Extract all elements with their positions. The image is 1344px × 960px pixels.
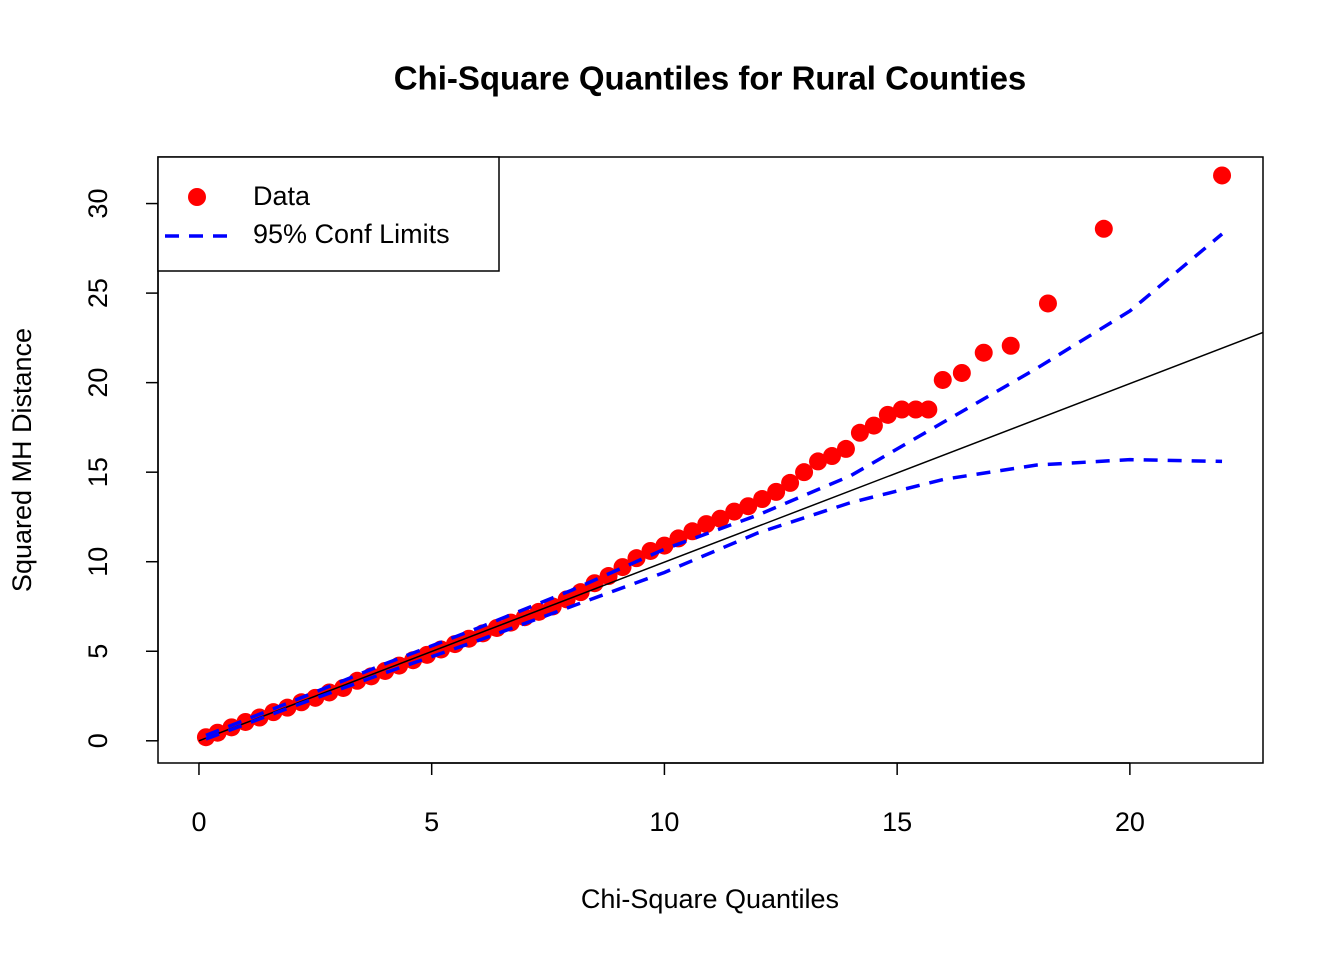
y-tick-label: 10 (83, 547, 113, 577)
x-axis-label: Chi-Square Quantiles (581, 884, 839, 914)
x-tick-label: 5 (424, 807, 439, 837)
data-point (974, 343, 993, 362)
y-tick-label: 30 (83, 189, 113, 219)
data-point (795, 463, 814, 482)
x-tick-label: 15 (882, 807, 912, 837)
data-point (711, 509, 730, 528)
data-point (739, 497, 758, 516)
x-tick-label: 0 (191, 807, 206, 837)
data-point (864, 416, 883, 435)
data-point (306, 688, 325, 707)
data-point (1213, 166, 1232, 185)
legend-label: 95% Conf Limits (253, 219, 450, 249)
data-point (376, 661, 395, 680)
y-tick-label: 0 (83, 733, 113, 748)
data-point (725, 502, 744, 521)
data-point (1038, 294, 1057, 313)
legend-marker (188, 188, 206, 206)
y-tick-label: 20 (83, 368, 113, 398)
chart-title: Chi-Square Quantiles for Rural Counties (394, 60, 1027, 97)
x-tick-label: 10 (649, 807, 679, 837)
data-point (767, 482, 786, 501)
upper-conf-line (205, 232, 1224, 738)
lower-conf-line (205, 457, 1223, 741)
plot-area (196, 166, 1263, 747)
data-point (781, 473, 800, 492)
y-tick-label: 15 (83, 457, 113, 487)
data-point (641, 541, 660, 560)
data-point (850, 423, 869, 442)
data-point (1001, 336, 1020, 355)
data-point (697, 515, 716, 534)
data-point (878, 405, 897, 424)
data-point (906, 400, 925, 419)
data-point (753, 490, 772, 509)
legend-box (157, 156, 500, 272)
data-point (933, 370, 952, 389)
data-point (836, 439, 855, 458)
y-tick-label: 25 (83, 278, 113, 308)
reference-line (198, 331, 1263, 742)
data-point (822, 447, 841, 466)
x-tick-label: 20 (1115, 807, 1145, 837)
legend-label: Data (253, 181, 311, 211)
y-tick-label: 5 (83, 644, 113, 659)
data-point (809, 452, 828, 471)
y-axis-label: Squared MH Distance (7, 328, 37, 592)
data-point (529, 602, 548, 621)
data-point (919, 400, 938, 419)
data-point (892, 400, 911, 419)
data-point (418, 645, 437, 664)
data-point (952, 363, 971, 382)
data-point (1094, 219, 1113, 238)
